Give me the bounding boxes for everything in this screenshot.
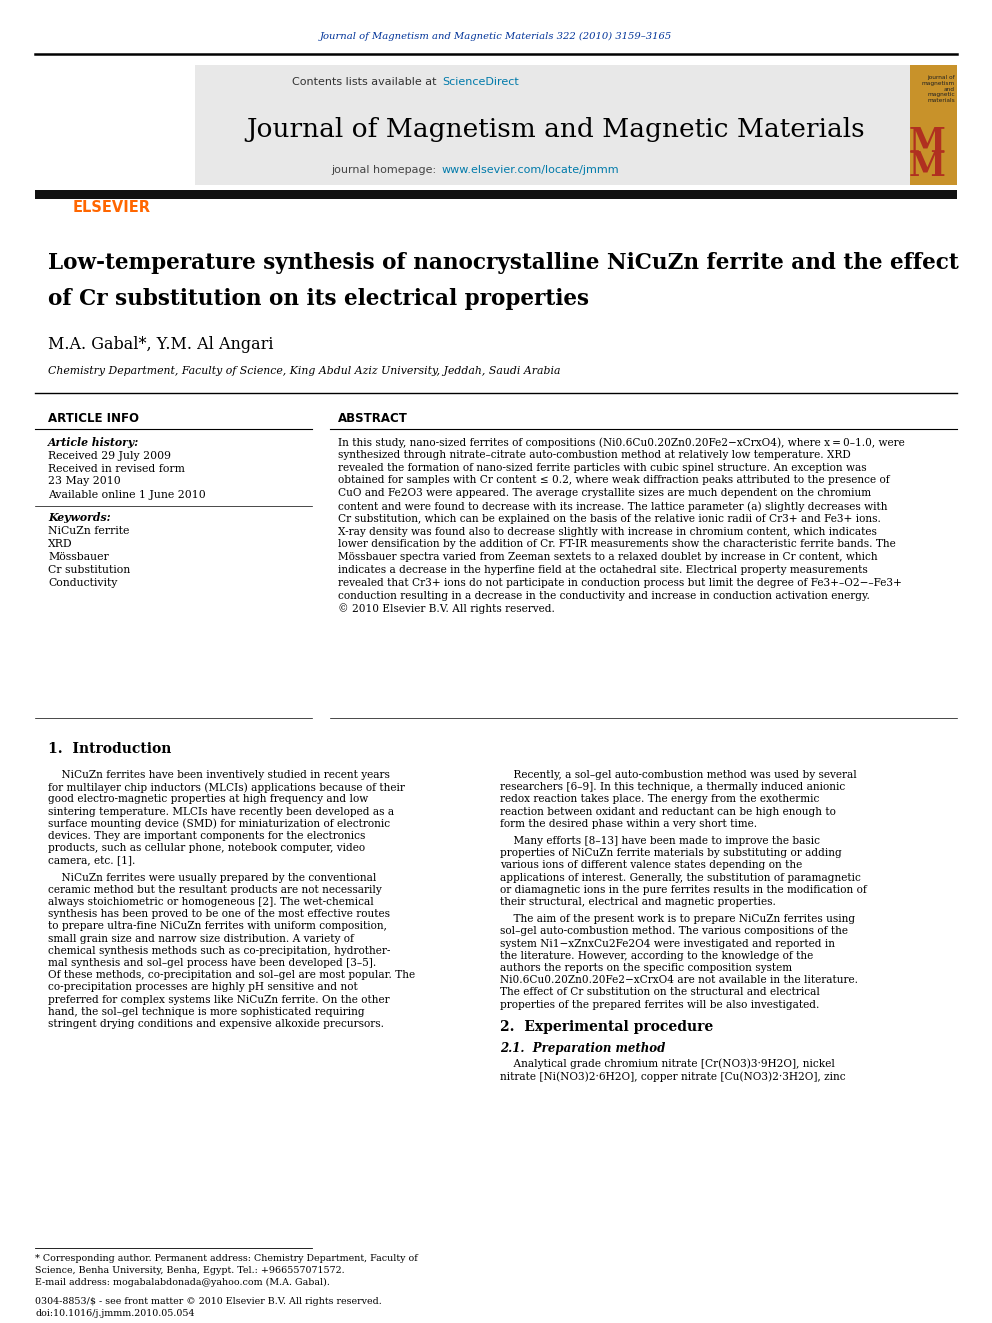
Text: ABSTRACT: ABSTRACT bbox=[338, 411, 408, 425]
Text: ScienceDirect: ScienceDirect bbox=[442, 77, 519, 87]
Text: properties of NiCuZn ferrite materials by substituting or adding: properties of NiCuZn ferrite materials b… bbox=[500, 848, 842, 859]
Text: Conductivity: Conductivity bbox=[48, 578, 117, 587]
Text: Cr substitution, which can be explained on the basis of the relative ionic radii: Cr substitution, which can be explained … bbox=[338, 513, 881, 524]
Text: content and were found to decrease with its increase. The lattice parameter (a) : content and were found to decrease with … bbox=[338, 501, 888, 512]
Text: ceramic method but the resultant products are not necessarily: ceramic method but the resultant product… bbox=[48, 885, 382, 894]
Text: for multilayer chip inductors (MLCIs) applications because of their: for multilayer chip inductors (MLCIs) ap… bbox=[48, 782, 405, 792]
Text: mal synthesis and sol–gel process have been developed [3–5].: mal synthesis and sol–gel process have b… bbox=[48, 958, 376, 968]
Text: revealed the formation of nano-sized ferrite particles with cubic spinel structu: revealed the formation of nano-sized fer… bbox=[338, 463, 867, 472]
Text: chemical synthesis methods such as co-precipitation, hydrother-: chemical synthesis methods such as co-pr… bbox=[48, 946, 391, 955]
Text: surface mounting device (SMD) for miniaturization of electronic: surface mounting device (SMD) for miniat… bbox=[48, 819, 390, 830]
Text: doi:10.1016/j.jmmm.2010.05.054: doi:10.1016/j.jmmm.2010.05.054 bbox=[35, 1308, 194, 1318]
Text: small grain size and narrow size distribution. A variety of: small grain size and narrow size distrib… bbox=[48, 934, 354, 943]
Text: XRD: XRD bbox=[48, 538, 72, 549]
Text: Mössbauer spectra varied from Zeeman sextets to a relaxed doublet by increase in: Mössbauer spectra varied from Zeeman sex… bbox=[338, 552, 878, 562]
Text: Low-temperature synthesis of nanocrystalline NiCuZn ferrite and the effect: Low-temperature synthesis of nanocrystal… bbox=[48, 251, 958, 274]
Text: NiCuZn ferrites have been inventively studied in recent years: NiCuZn ferrites have been inventively st… bbox=[48, 770, 390, 781]
Text: Available online 1 June 2010: Available online 1 June 2010 bbox=[48, 490, 205, 500]
Text: M: M bbox=[909, 151, 945, 184]
Text: their structural, electrical and magnetic properties.: their structural, electrical and magneti… bbox=[500, 897, 776, 908]
Text: applications of interest. Generally, the substitution of paramagnetic: applications of interest. Generally, the… bbox=[500, 873, 861, 882]
Text: good electro-magnetic properties at high frequency and low: good electro-magnetic properties at high… bbox=[48, 794, 368, 804]
Text: Science, Benha University, Benha, Egypt. Tel.: +966557071572.: Science, Benha University, Benha, Egypt.… bbox=[35, 1266, 344, 1275]
Text: always stoichiometric or homogeneous [2]. The wet-chemical: always stoichiometric or homogeneous [2]… bbox=[48, 897, 374, 908]
Text: form the desired phase within a very short time.: form the desired phase within a very sho… bbox=[500, 819, 757, 828]
Bar bbox=[910, 65, 957, 185]
Text: Received 29 July 2009: Received 29 July 2009 bbox=[48, 451, 171, 460]
Text: Article history:: Article history: bbox=[48, 437, 139, 448]
Text: synthesis has been proved to be one of the most effective routes: synthesis has been proved to be one of t… bbox=[48, 909, 390, 919]
Text: E-mail address: mogabalabdonada@yahoo.com (M.A. Gabal).: E-mail address: mogabalabdonada@yahoo.co… bbox=[35, 1278, 330, 1287]
Text: M: M bbox=[909, 127, 945, 160]
Text: devices. They are important components for the electronics: devices. They are important components f… bbox=[48, 831, 365, 841]
Text: Many efforts [8–13] have been made to improve the basic: Many efforts [8–13] have been made to im… bbox=[500, 836, 820, 845]
Text: Of these methods, co-precipitation and sol–gel are most popular. The: Of these methods, co-precipitation and s… bbox=[48, 970, 415, 980]
Text: authors the reports on the specific composition system: authors the reports on the specific comp… bbox=[500, 963, 793, 972]
Text: conduction resulting in a decrease in the conductivity and increase in conductio: conduction resulting in a decrease in th… bbox=[338, 590, 870, 601]
Text: CuO and Fe2O3 were appeared. The average crystallite sizes are much dependent on: CuO and Fe2O3 were appeared. The average… bbox=[338, 488, 871, 499]
Text: stringent drying conditions and expensive alkoxide precursors.: stringent drying conditions and expensiv… bbox=[48, 1019, 384, 1029]
Text: preferred for complex systems like NiCuZn ferrite. On the other: preferred for complex systems like NiCuZ… bbox=[48, 995, 390, 1004]
Text: In this study, nano-sized ferrites of compositions (Ni0.6Cu0.20Zn0.20Fe2−xCrxO4): In this study, nano-sized ferrites of co… bbox=[338, 437, 905, 447]
Text: NiCuZn ferrite: NiCuZn ferrite bbox=[48, 527, 129, 536]
Text: or diamagnetic ions in the pure ferrites results in the modification of: or diamagnetic ions in the pure ferrites… bbox=[500, 885, 867, 894]
Text: * Corresponding author. Permanent address: Chemistry Department, Faculty of: * Corresponding author. Permanent addres… bbox=[35, 1254, 418, 1263]
Text: revealed that Cr3+ ions do not participate in conduction process but limit the d: revealed that Cr3+ ions do not participa… bbox=[338, 578, 902, 587]
Text: products, such as cellular phone, notebook computer, video: products, such as cellular phone, notebo… bbox=[48, 843, 365, 853]
Text: 23 May 2010: 23 May 2010 bbox=[48, 476, 121, 486]
Text: www.elsevier.com/locate/jmmm: www.elsevier.com/locate/jmmm bbox=[442, 165, 620, 175]
Text: redox reaction takes place. The energy from the exothermic: redox reaction takes place. The energy f… bbox=[500, 794, 819, 804]
Text: of Cr substitution on its electrical properties: of Cr substitution on its electrical pro… bbox=[48, 288, 589, 310]
Text: various ions of different valence states depending on the: various ions of different valence states… bbox=[500, 860, 803, 871]
Text: synthesized through nitrate–citrate auto-combustion method at relatively low tem: synthesized through nitrate–citrate auto… bbox=[338, 450, 851, 460]
Text: journal homepage:: journal homepage: bbox=[331, 165, 440, 175]
Text: properties of the prepared ferrites will be also investigated.: properties of the prepared ferrites will… bbox=[500, 1000, 819, 1009]
Text: Received in revised form: Received in revised form bbox=[48, 464, 185, 474]
Text: camera, etc. [1].: camera, etc. [1]. bbox=[48, 856, 135, 865]
Bar bbox=[35, 191, 957, 198]
Text: Contents lists available at: Contents lists available at bbox=[292, 77, 440, 87]
Text: X-ray density was found also to decrease slightly with increase in chromium cont: X-ray density was found also to decrease… bbox=[338, 527, 877, 537]
Text: M.A. Gabal*, Y.M. Al Angari: M.A. Gabal*, Y.M. Al Angari bbox=[48, 336, 274, 353]
Text: Journal of Magnetism and Magnetic Materials 322 (2010) 3159–3165: Journal of Magnetism and Magnetic Materi… bbox=[319, 32, 673, 41]
Bar bbox=[35, 65, 190, 185]
Text: journal of
magnetism
and
magnetic
materials: journal of magnetism and magnetic materi… bbox=[922, 75, 955, 103]
Text: co-precipitation processes are highly pH sensitive and not: co-precipitation processes are highly pH… bbox=[48, 983, 358, 992]
Text: nitrate [Ni(NO3)2·6H2O], copper nitrate [Cu(NO3)2·3H2O], zinc: nitrate [Ni(NO3)2·6H2O], copper nitrate … bbox=[500, 1072, 845, 1082]
Text: the literature. However, according to the knowledge of the: the literature. However, according to th… bbox=[500, 951, 813, 960]
Text: 2.1.  Preparation method: 2.1. Preparation method bbox=[500, 1041, 666, 1054]
Text: Chemistry Department, Faculty of Science, King Abdul Aziz University, Jeddah, Sa: Chemistry Department, Faculty of Science… bbox=[48, 366, 560, 376]
Text: 0304-8853/$ - see front matter © 2010 Elsevier B.V. All rights reserved.: 0304-8853/$ - see front matter © 2010 El… bbox=[35, 1297, 382, 1306]
Text: ELSEVIER: ELSEVIER bbox=[73, 200, 151, 216]
Text: ARTICLE INFO: ARTICLE INFO bbox=[48, 411, 139, 425]
Text: reaction between oxidant and reductant can be high enough to: reaction between oxidant and reductant c… bbox=[500, 807, 836, 816]
Text: Recently, a sol–gel auto-combustion method was used by several: Recently, a sol–gel auto-combustion meth… bbox=[500, 770, 857, 781]
Text: Ni0.6Cu0.20Zn0.20Fe2−xCrxO4 are not available in the literature.: Ni0.6Cu0.20Zn0.20Fe2−xCrxO4 are not avai… bbox=[500, 975, 858, 986]
Text: Keywords:: Keywords: bbox=[48, 512, 111, 523]
Text: hand, the sol–gel technique is more sophisticated requiring: hand, the sol–gel technique is more soph… bbox=[48, 1007, 365, 1017]
Text: Cr substitution: Cr substitution bbox=[48, 565, 130, 576]
Bar bbox=[195, 65, 910, 185]
Text: researchers [6–9]. In this technique, a thermally induced anionic: researchers [6–9]. In this technique, a … bbox=[500, 782, 845, 792]
Text: sintering temperature. MLCIs have recently been developed as a: sintering temperature. MLCIs have recent… bbox=[48, 807, 394, 816]
Text: indicates a decrease in the hyperfine field at the octahedral site. Electrical p: indicates a decrease in the hyperfine fi… bbox=[338, 565, 868, 576]
Text: The effect of Cr substitution on the structural and electrical: The effect of Cr substitution on the str… bbox=[500, 987, 819, 998]
Text: sol–gel auto-combustion method. The various compositions of the: sol–gel auto-combustion method. The vari… bbox=[500, 926, 848, 937]
Text: Journal of Magnetism and Magnetic Materials: Journal of Magnetism and Magnetic Materi… bbox=[246, 118, 865, 143]
Text: NiCuZn ferrites were usually prepared by the conventional: NiCuZn ferrites were usually prepared by… bbox=[48, 873, 376, 882]
Text: © 2010 Elsevier B.V. All rights reserved.: © 2010 Elsevier B.V. All rights reserved… bbox=[338, 603, 555, 614]
Text: Analytical grade chromium nitrate [Cr(NO3)3·9H2O], nickel: Analytical grade chromium nitrate [Cr(NO… bbox=[500, 1058, 835, 1069]
Text: obtained for samples with Cr content ≤ 0.2, where weak diffraction peaks attribu: obtained for samples with Cr content ≤ 0… bbox=[338, 475, 890, 486]
Text: The aim of the present work is to prepare NiCuZn ferrites using: The aim of the present work is to prepar… bbox=[500, 914, 855, 925]
Text: system Ni1−xZnxCu2Fe2O4 were investigated and reported in: system Ni1−xZnxCu2Fe2O4 were investigate… bbox=[500, 938, 835, 949]
Text: 1.  Introduction: 1. Introduction bbox=[48, 742, 172, 755]
Text: 2.  Experimental procedure: 2. Experimental procedure bbox=[500, 1020, 713, 1033]
Text: to prepare ultra-fine NiCuZn ferrites with uniform composition,: to prepare ultra-fine NiCuZn ferrites wi… bbox=[48, 921, 387, 931]
Text: lower densification by the addition of Cr. FT-IR measurements show the character: lower densification by the addition of C… bbox=[338, 540, 896, 549]
Text: Mössbauer: Mössbauer bbox=[48, 552, 109, 562]
